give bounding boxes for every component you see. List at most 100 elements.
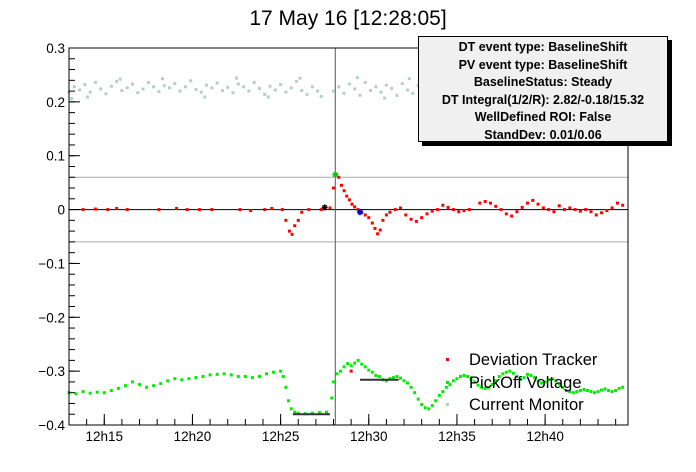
data-point [272, 370, 276, 374]
data-point [273, 88, 277, 92]
data-point [610, 390, 614, 394]
data-point [222, 372, 226, 376]
data-point [377, 375, 381, 379]
data-point [543, 380, 547, 384]
data-point [332, 89, 336, 93]
data-point [159, 382, 163, 386]
data-point [363, 365, 367, 369]
data-point [563, 208, 567, 212]
data-point [525, 201, 529, 205]
data-point [173, 377, 177, 381]
data-point [476, 383, 480, 387]
data-point [409, 385, 413, 389]
data-point [247, 89, 251, 93]
data-point [383, 96, 387, 100]
data-point [614, 389, 618, 393]
legend-marker [446, 403, 449, 406]
data-point [358, 93, 362, 97]
data-point [508, 369, 512, 373]
data-point [376, 232, 380, 236]
legend-marker [446, 358, 449, 361]
data-point [420, 403, 424, 407]
data-point [210, 86, 214, 90]
legend-item: Deviation Tracker [440, 350, 640, 373]
stats-baseline-status: BaselineStatus: Steady [473, 75, 613, 89]
data-point [287, 399, 291, 403]
data-point [483, 386, 487, 390]
data-point [367, 216, 371, 220]
data-point [296, 411, 300, 415]
data-point [293, 224, 297, 228]
data-point [531, 198, 535, 202]
data-point [402, 379, 406, 383]
data-point [74, 392, 78, 396]
data-point [242, 85, 246, 89]
data-point [369, 89, 373, 93]
data-point [494, 379, 498, 383]
data-point [346, 362, 350, 366]
data-point [473, 380, 477, 384]
data-point [78, 88, 82, 92]
data-point [425, 212, 429, 216]
data-point [515, 210, 519, 214]
legend-marker [446, 380, 449, 384]
data-point [294, 79, 298, 83]
data-point [573, 208, 577, 212]
data-point [594, 213, 598, 217]
data-point [250, 376, 254, 380]
data-point [185, 208, 189, 212]
data-point [109, 389, 113, 393]
data-point [409, 217, 413, 221]
data-point [231, 91, 235, 95]
data-point [451, 379, 455, 383]
data-point [236, 375, 240, 379]
data-point [541, 206, 545, 210]
data-point [257, 375, 261, 379]
data-point [578, 389, 582, 393]
data-point [603, 387, 607, 391]
x-tick-label: 12h40 [526, 429, 564, 444]
data-point [146, 80, 150, 84]
data-point [284, 385, 288, 389]
data-point [490, 383, 494, 387]
series-layer [67, 76, 625, 416]
data-point [462, 209, 466, 213]
blue-star-d2 [357, 209, 363, 215]
data-point [488, 201, 492, 205]
data-point [584, 208, 588, 212]
y-tick-label: −0.3 [38, 364, 65, 379]
data-point [388, 377, 392, 381]
stats-welldefined-roi: WellDefined ROI: False [474, 110, 612, 124]
data-point [455, 377, 459, 381]
data-point [355, 76, 359, 80]
data-point [585, 389, 589, 393]
legend-label: PickOff Voltage [469, 373, 582, 392]
data-point [203, 95, 207, 99]
data-point [166, 379, 170, 383]
data-point [441, 203, 445, 207]
data-point [381, 218, 385, 222]
data-point [615, 201, 619, 205]
data-point [263, 92, 267, 96]
data-point [263, 208, 267, 212]
data-point [220, 89, 224, 93]
data-point [187, 377, 191, 381]
data-point [265, 372, 269, 376]
legend-item: PickOff Voltage [440, 373, 640, 396]
data-point [600, 388, 604, 392]
data-point [330, 396, 334, 400]
data-point [414, 219, 418, 223]
y-tick-label: 0.1 [46, 149, 65, 164]
plot-frame [68, 47, 629, 426]
data-point [83, 83, 87, 87]
data-point [194, 87, 198, 91]
data-point [404, 213, 408, 217]
y-tick-label: 0.3 [46, 41, 65, 56]
y-tick-label: 0.2 [46, 95, 65, 110]
data-point [175, 206, 179, 210]
data-point [70, 97, 74, 101]
data-point [596, 390, 600, 394]
data-point [189, 79, 193, 83]
data-point [406, 381, 410, 385]
data-point [370, 221, 374, 225]
